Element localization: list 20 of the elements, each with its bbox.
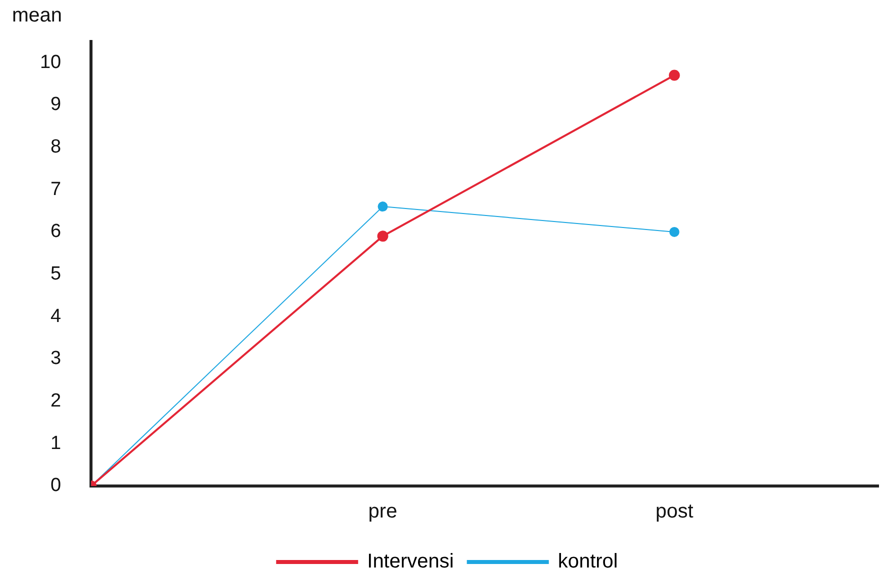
point bbox=[378, 202, 388, 212]
y-tick-label: 0 bbox=[50, 475, 62, 496]
y-axis-title: mean bbox=[12, 4, 62, 27]
point bbox=[377, 230, 388, 242]
legend-label: kontrol bbox=[558, 550, 618, 573]
point bbox=[668, 70, 680, 81]
y-tick-label: 9 bbox=[50, 94, 62, 116]
x-tick-label: pre bbox=[368, 500, 398, 523]
y-tick-label: 10 bbox=[40, 52, 62, 73]
y-tick-label: 7 bbox=[50, 178, 62, 200]
y-tick-label: 1 bbox=[50, 432, 62, 454]
y-tick-label: 8 bbox=[50, 136, 62, 158]
y-tick-label: 2 bbox=[50, 390, 62, 412]
legend-label: Intervensi bbox=[367, 550, 454, 573]
y-tick-label: 6 bbox=[50, 221, 62, 242]
y-tick-label: 4 bbox=[50, 306, 62, 327]
y-tick-label: 3 bbox=[50, 348, 62, 370]
point bbox=[669, 226, 680, 237]
x-tick-label: post bbox=[655, 500, 694, 523]
y-tick-label: 5 bbox=[50, 264, 62, 285]
